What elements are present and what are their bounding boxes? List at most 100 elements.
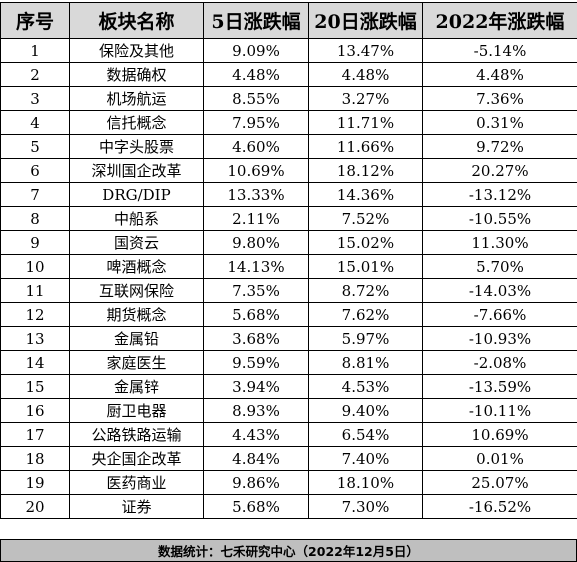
cell-2022-change: 9.72% [422, 134, 577, 159]
cell-2022-change: -7.66% [422, 302, 577, 327]
cell-20day-change: 6.54% [308, 422, 423, 447]
cell-20day-change: 15.01% [308, 254, 423, 279]
cell-5day-change: 9.09% [203, 38, 309, 63]
cell-20day-change: 7.52% [308, 206, 423, 231]
cell-5day-change: 3.94% [203, 374, 309, 399]
cell-index: 3 [0, 86, 70, 111]
cell-index: 13 [0, 326, 70, 351]
cell-sector-name: 公路铁路运输 [69, 422, 204, 447]
cell-2022-change: -10.93% [422, 326, 577, 351]
cell-index: 7 [0, 182, 70, 207]
cell-2022-change: -5.14% [422, 38, 577, 63]
cell-2022-change: -16.52% [422, 494, 577, 519]
cell-20day-change: 3.27% [308, 86, 423, 111]
table-row: 8 中船系 2.11% 7.52% -10.55% [0, 206, 577, 231]
table-row: 20 证券 5.68% 7.30% -16.52% [0, 494, 577, 519]
cell-5day-change: 9.59% [203, 350, 309, 375]
table-row: 12 期货概念 5.68% 7.62% -7.66% [0, 302, 577, 327]
cell-2022-change: -10.55% [422, 206, 577, 231]
table-row: 7 DRG/DIP 13.33% 14.36% -13.12% [0, 182, 577, 207]
cell-2022-change: 11.30% [422, 230, 577, 255]
cell-2022-change: 10.69% [422, 422, 577, 447]
cell-5day-change: 9.86% [203, 470, 309, 495]
cell-index: 12 [0, 302, 70, 327]
cell-20day-change: 8.81% [308, 350, 423, 375]
cell-20day-change: 14.36% [308, 182, 423, 207]
cell-20day-change: 11.66% [308, 134, 423, 159]
table-row: 5 中字头股票 4.60% 11.66% 9.72% [0, 134, 577, 159]
cell-sector-name: 金属铅 [69, 326, 204, 351]
header-sector-name: 板块名称 [69, 2, 204, 39]
source-note: 数据统计：七禾研究中心（2022年12月5日） [0, 539, 577, 562]
cell-5day-change: 7.95% [203, 110, 309, 135]
cell-index: 1 [0, 38, 70, 63]
cell-sector-name: 保险及其他 [69, 38, 204, 63]
cell-sector-name: 央企国企改革 [69, 446, 204, 471]
cell-index: 4 [0, 110, 70, 135]
cell-sector-name: 期货概念 [69, 302, 204, 327]
table-row: 2 数据确权 4.48% 4.48% 4.48% [0, 62, 577, 87]
cell-5day-change: 3.68% [203, 326, 309, 351]
cell-5day-change: 4.48% [203, 62, 309, 87]
cell-sector-name: DRG/DIP [69, 182, 204, 207]
cell-5day-change: 8.55% [203, 86, 309, 111]
table-row: 19 医药商业 9.86% 18.10% 25.07% [0, 470, 577, 495]
cell-2022-change: 0.31% [422, 110, 577, 135]
cell-index: 14 [0, 350, 70, 375]
table-row: 16 厨卫电器 8.93% 9.40% -10.11% [0, 398, 577, 423]
cell-sector-name: 数据确权 [69, 62, 204, 87]
cell-2022-change: 0.01% [422, 446, 577, 471]
cell-20day-change: 9.40% [308, 398, 423, 423]
cell-2022-change: 20.27% [422, 158, 577, 183]
cell-sector-name: 机场航运 [69, 86, 204, 111]
cell-2022-change: -2.08% [422, 350, 577, 375]
cell-5day-change: 5.68% [203, 302, 309, 327]
cell-sector-name: 厨卫电器 [69, 398, 204, 423]
cell-20day-change: 4.53% [308, 374, 423, 399]
cell-index: 15 [0, 374, 70, 399]
cell-index: 10 [0, 254, 70, 279]
cell-20day-change: 18.12% [308, 158, 423, 183]
cell-index: 16 [0, 398, 70, 423]
table-row: 13 金属铅 3.68% 5.97% -10.93% [0, 326, 577, 351]
cell-20day-change: 5.97% [308, 326, 423, 351]
cell-sector-name: 家庭医生 [69, 350, 204, 375]
cell-sector-name: 证券 [69, 494, 204, 519]
cell-5day-change: 14.13% [203, 254, 309, 279]
cell-5day-change: 2.11% [203, 206, 309, 231]
cell-20day-change: 8.72% [308, 278, 423, 303]
cell-sector-name: 中字头股票 [69, 134, 204, 159]
sector-performance-table: 序号 板块名称 5日涨跌幅 20日涨跌幅 2022年涨跌幅 1 保险及其他 9.09… [0, 2, 577, 519]
table-row: 3 机场航运 8.55% 3.27% 7.36% [0, 86, 577, 111]
cell-index: 6 [0, 158, 70, 183]
cell-index: 17 [0, 422, 70, 447]
cell-5day-change: 5.68% [203, 494, 309, 519]
cell-5day-change: 4.84% [203, 446, 309, 471]
header-2022-change: 2022年涨跌幅 [422, 2, 577, 39]
table-row: 10 啤酒概念 14.13% 15.01% 5.70% [0, 254, 577, 279]
header-index: 序号 [0, 2, 70, 39]
cell-20day-change: 7.40% [308, 446, 423, 471]
cell-sector-name: 金属锌 [69, 374, 204, 399]
table-row: 9 国资云 9.80% 15.02% 11.30% [0, 230, 577, 255]
cell-sector-name: 中船系 [69, 206, 204, 231]
table-row: 4 信托概念 7.95% 11.71% 0.31% [0, 110, 577, 135]
cell-5day-change: 4.43% [203, 422, 309, 447]
cell-2022-change: -14.03% [422, 278, 577, 303]
cell-index: 19 [0, 470, 70, 495]
cell-2022-change: -13.59% [422, 374, 577, 399]
cell-index: 11 [0, 278, 70, 303]
cell-20day-change: 15.02% [308, 230, 423, 255]
cell-5day-change: 4.60% [203, 134, 309, 159]
cell-5day-change: 13.33% [203, 182, 309, 207]
cell-sector-name: 信托概念 [69, 110, 204, 135]
table-body: 1 保险及其他 9.09% 13.47% -5.14% 2 数据确权 4.48% 4.48% 4.… [0, 38, 577, 519]
cell-20day-change: 11.71% [308, 110, 423, 135]
cell-2022-change: 4.48% [422, 62, 577, 87]
cell-2022-change: 5.70% [422, 254, 577, 279]
cell-index: 5 [0, 134, 70, 159]
header-20day-change: 20日涨跌幅 [308, 2, 423, 39]
cell-sector-name: 国资云 [69, 230, 204, 255]
table-row: 15 金属锌 3.94% 4.53% -13.59% [0, 374, 577, 399]
